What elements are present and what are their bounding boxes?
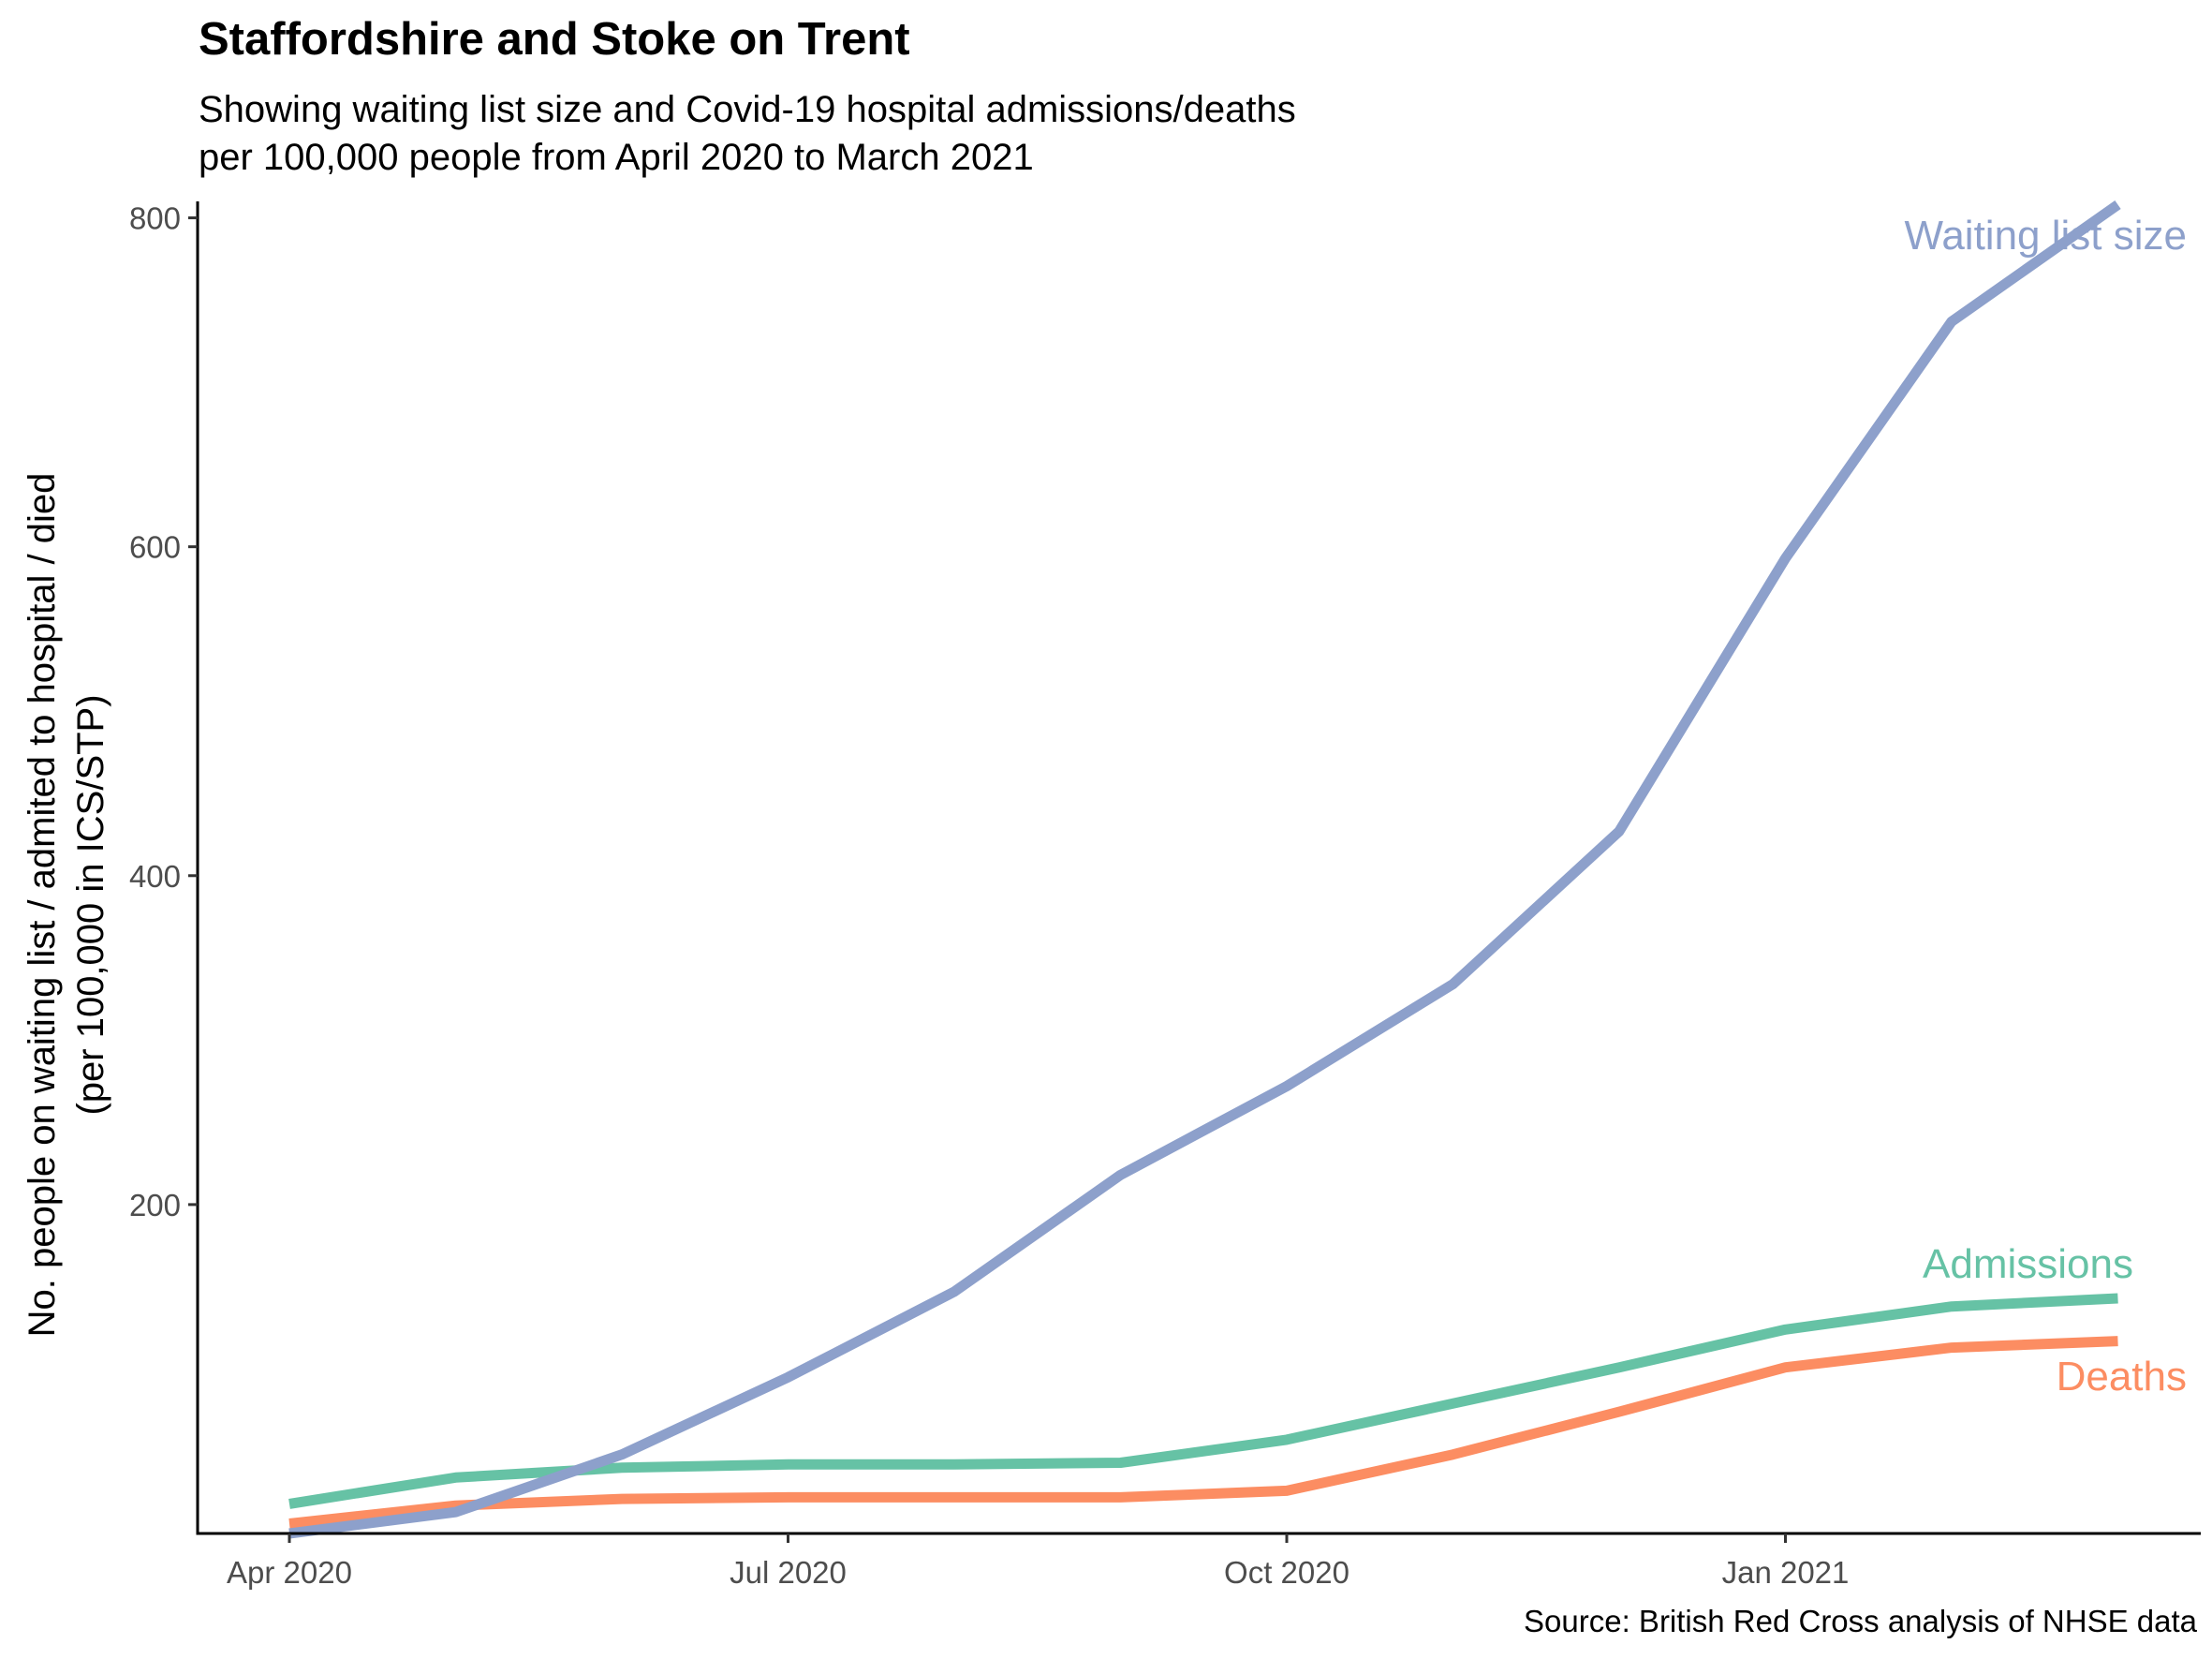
series-label-deaths: Deaths (2057, 1354, 2187, 1400)
y-tick-label-400: 400 (129, 859, 181, 894)
subtitle-line-2: per 100,000 people from April 2020 to Ma… (199, 137, 1034, 178)
series-lines (288, 200, 2121, 1539)
y-tick-label-800: 800 (129, 201, 181, 236)
y-tick-label-600: 600 (129, 530, 181, 565)
subtitle-line-1: Showing waiting list size and Covid-19 h… (199, 89, 1296, 130)
chart-caption: Source: British Red Cross analysis of NH… (1524, 1604, 2197, 1638)
series-line-deaths (288, 1336, 2118, 1529)
chart-subtitle: Showing waiting list size and Covid-19 h… (199, 86, 1296, 182)
series-labels: Waiting list size Admissions Deaths (1904, 213, 2187, 1400)
x-tick-label-jan-2021: Jan 2021 (1722, 1555, 1850, 1590)
x-tick-label-apr-2020: Apr 2020 (227, 1555, 352, 1590)
x-tick-label-oct-2020: Oct 2020 (1224, 1555, 1349, 1590)
y-axis-title-line-2: (per 100,000 in ICS/STP) (70, 694, 111, 1115)
axes: 200 400 600 800 Apr 2020 Jul 2020 Oct 2020 Jan … (22, 201, 2201, 1590)
chart-title: Staffordshire and Stoke on Trent (199, 14, 910, 65)
series-label-waiting-list-size: Waiting list size (1904, 213, 2187, 259)
y-tick-label-200: 200 (129, 1188, 181, 1222)
series-line-waiting-list-size (288, 200, 2121, 1539)
y-axis-title-line-1: No. people on waiting list / admited to … (22, 473, 63, 1338)
series-label-admissions: Admissions (1923, 1241, 2133, 1287)
x-tick-label-jul-2020: Jul 2020 (730, 1555, 847, 1590)
